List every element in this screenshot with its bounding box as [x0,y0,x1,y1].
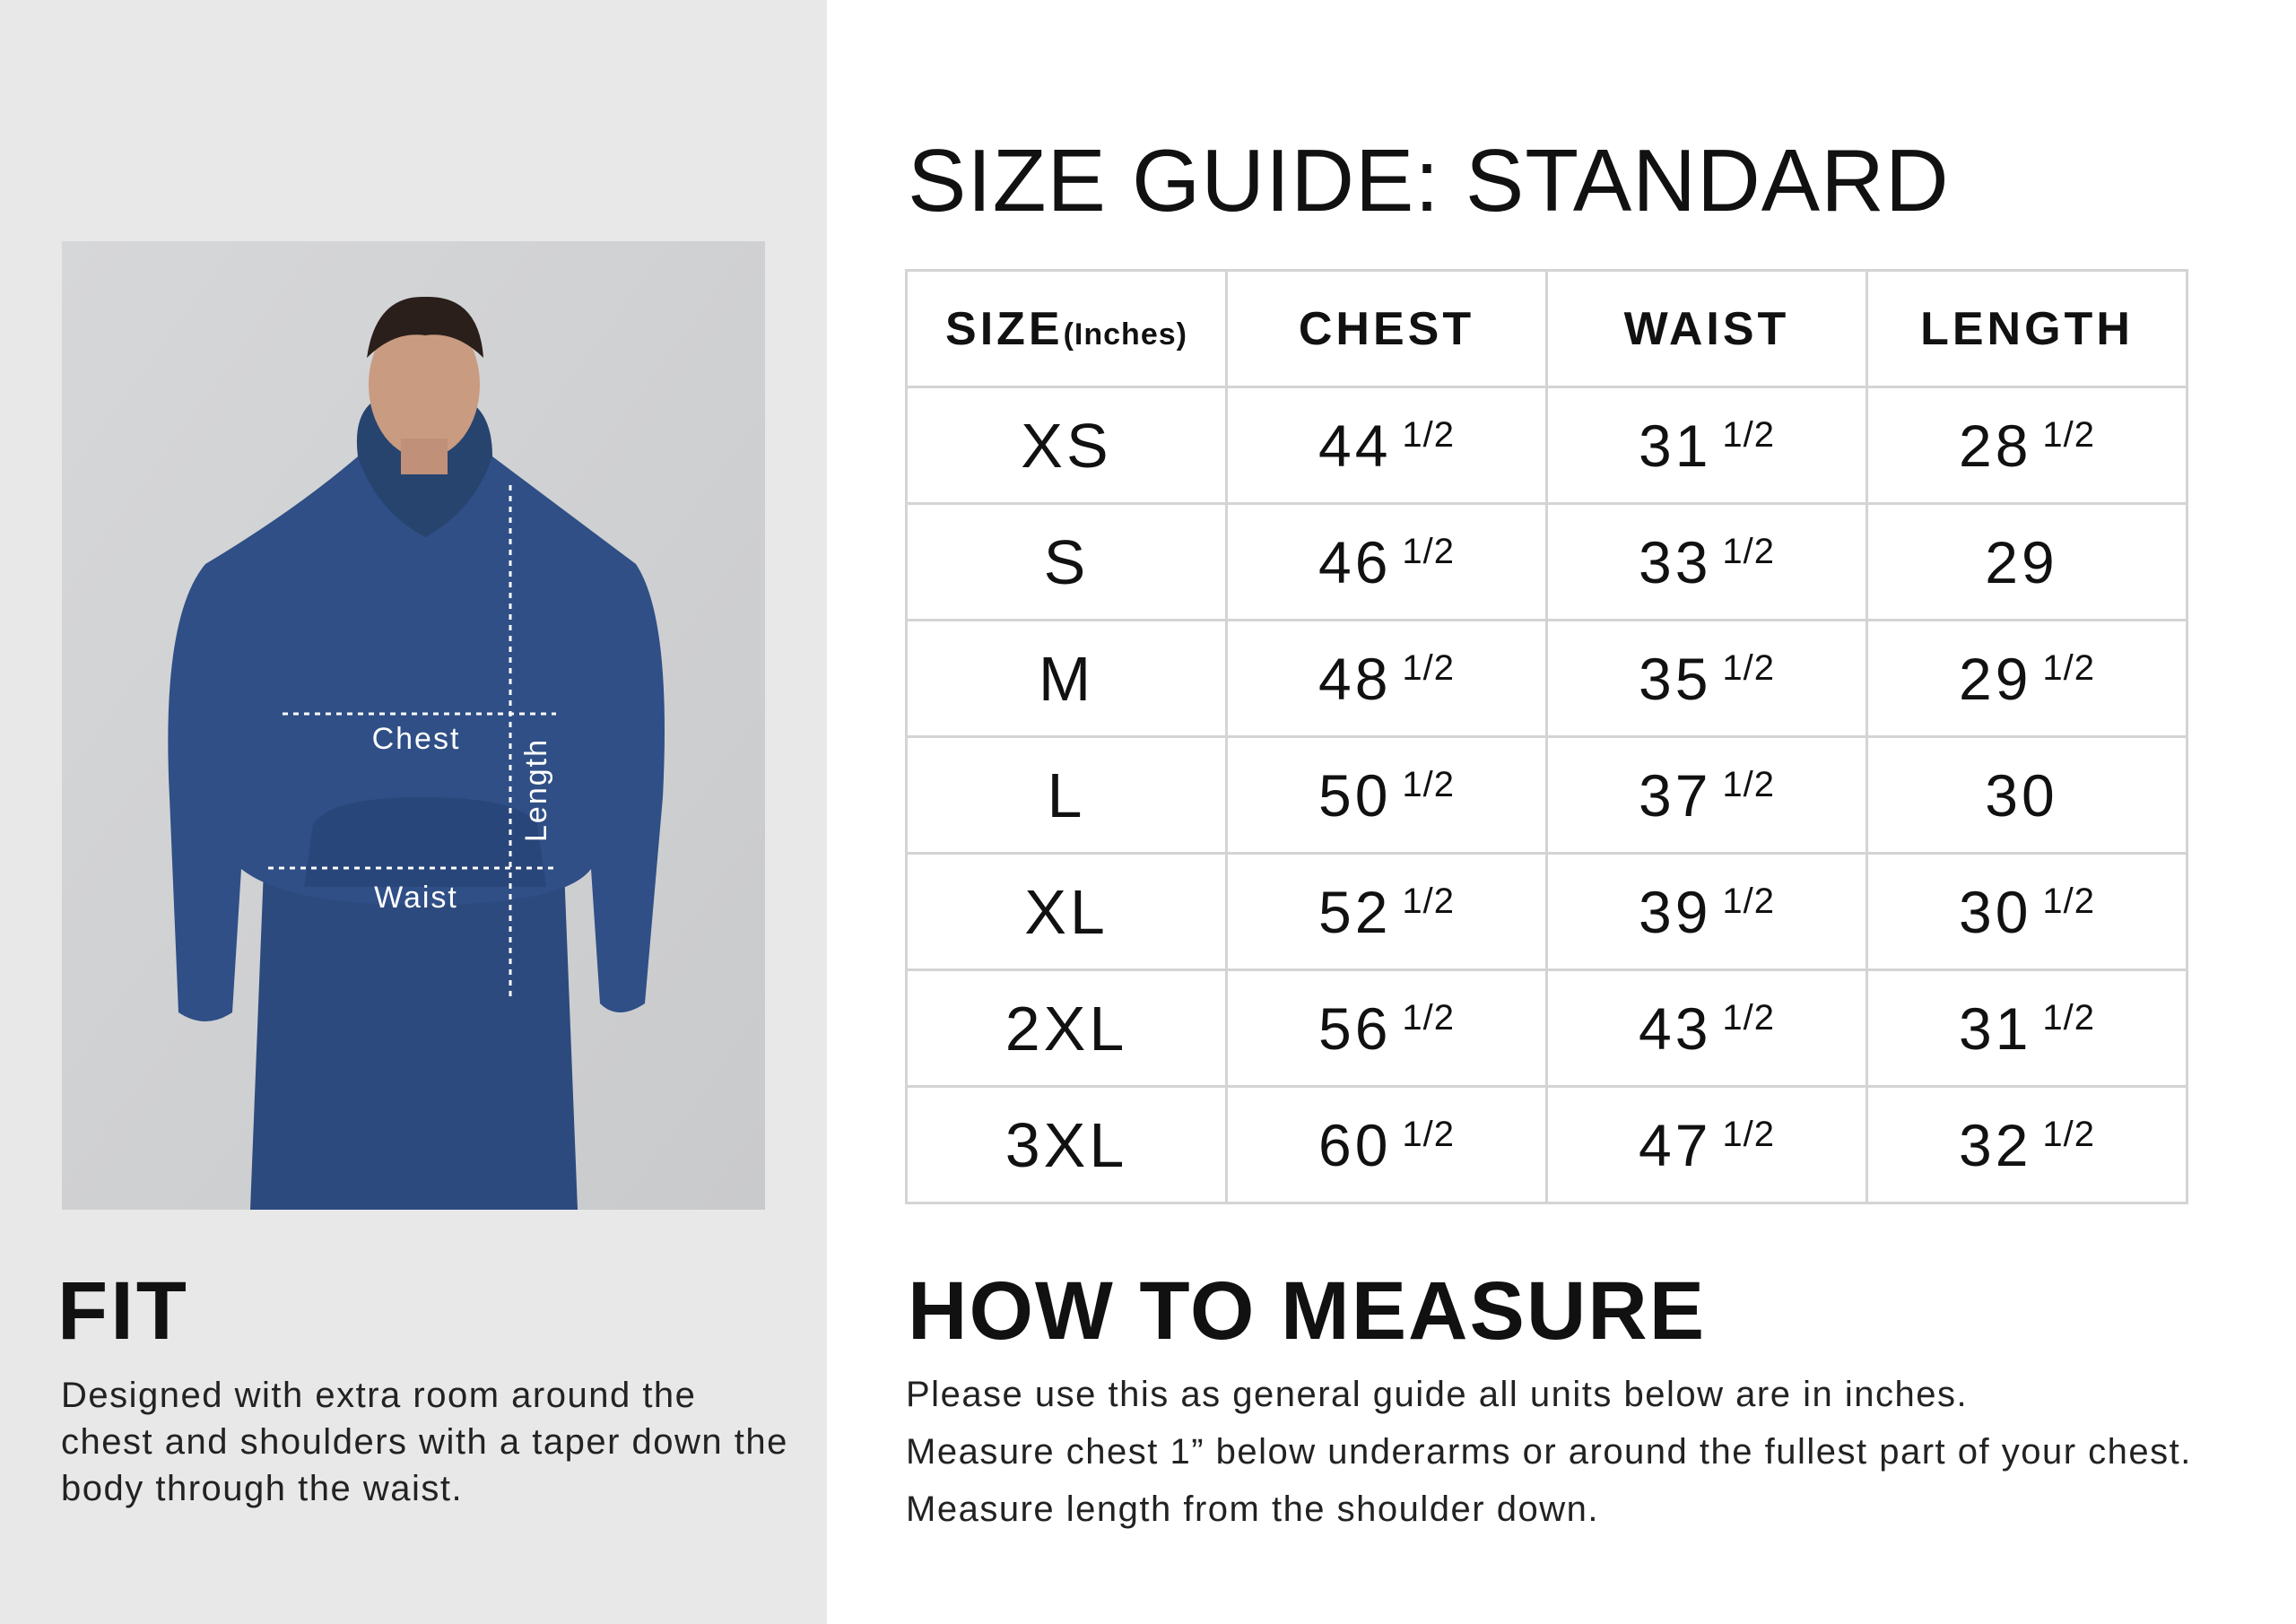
cell-size: 3XL [905,1085,1228,1204]
waist-value: 37 1/2 [1638,761,1776,829]
length-value: 29 1/2 [1958,645,2096,712]
header-size: SIZE(Inches) [905,269,1228,388]
header-size-unit: (Inches) [1063,317,1187,352]
fit-heading: FIT [57,1265,189,1357]
length-value: 30 [1985,761,2058,829]
length-value: 31 1/2 [1958,994,2096,1062]
waist-value: 33 1/2 [1638,528,1776,595]
table-header-row: SIZE(Inches) CHEST WAIST LENGTH [905,269,2188,388]
cell-waist: 37 1/2 [1545,735,1868,855]
model-photo: Chest Waist Length [62,241,765,1210]
cell-size: XS [905,386,1228,505]
measure-line: Please use this as general guide all uni… [906,1375,1969,1414]
cell-size: XL [905,852,1228,971]
length-value: 30 1/2 [1958,878,2096,945]
chest-value: 44 1/2 [1318,412,1456,479]
measure-line: Measure chest 1” below underarms or arou… [906,1432,2192,1472]
cell-waist: 35 1/2 [1545,619,1868,738]
cell-chest: 44 1/2 [1225,386,1548,505]
length-value: 29 [1985,528,2058,595]
waist-value: 39 1/2 [1638,878,1776,945]
header-length: LENGTH [1866,269,2188,388]
cell-length: 28 1/2 [1866,386,2188,505]
table-row: 2XL 56 1/2 43 1/2 31 1/2 [905,968,2188,1088]
cell-chest: 56 1/2 [1225,968,1548,1088]
cell-waist: 47 1/2 [1545,1085,1868,1204]
cell-length: 31 1/2 [1866,968,2188,1088]
header-chest: CHEST [1225,269,1548,388]
cell-size: 2XL [905,968,1228,1088]
cell-size: S [905,502,1228,621]
header-size-label: SIZE [945,302,1064,355]
cell-chest: 46 1/2 [1225,502,1548,621]
cell-length: 29 1/2 [1866,619,2188,738]
cell-length: 30 [1866,735,2188,855]
table-row: S 46 1/2 33 1/2 29 [905,502,2188,621]
how-to-measure-heading: HOW TO MEASURE [908,1265,1707,1357]
waist-value: 31 1/2 [1638,412,1776,479]
table-row: L 50 1/2 37 1/2 30 [905,735,2188,855]
fit-description: Designed with extra room around the ches… [61,1376,788,1508]
table-row: 3XL 60 1/2 47 1/2 32 1/2 [905,1085,2188,1204]
waist-value: 43 1/2 [1638,994,1776,1062]
table-row: XL 52 1/2 39 1/2 30 1/2 [905,852,2188,971]
length-label: Length [519,738,553,842]
table-row: XS 44 1/2 31 1/2 28 1/2 [905,386,2188,505]
chest-value: 46 1/2 [1318,528,1456,595]
cell-chest: 50 1/2 [1225,735,1548,855]
chest-value: 56 1/2 [1318,994,1456,1062]
length-value: 32 1/2 [1958,1111,2096,1178]
cell-waist: 31 1/2 [1545,386,1868,505]
how-to-measure-text: Please use this as general guide all uni… [906,1372,2197,1544]
chest-value: 60 1/2 [1318,1111,1456,1178]
measure-line: Measure length from the shoulder down. [906,1489,1599,1529]
cell-length: 30 1/2 [1866,852,2188,971]
cell-chest: 48 1/2 [1225,619,1548,738]
cell-length: 32 1/2 [1866,1085,2188,1204]
cell-size: M [905,619,1228,738]
waist-label: Waist [374,881,458,915]
header-waist: WAIST [1545,269,1868,388]
cell-length: 29 [1866,502,2188,621]
table-row: M 48 1/2 35 1/2 29 1/2 [905,619,2188,738]
chest-value: 50 1/2 [1318,761,1456,829]
cell-waist: 33 1/2 [1545,502,1868,621]
cell-chest: 60 1/2 [1225,1085,1548,1204]
cell-size: L [905,735,1228,855]
size-table: SIZE(Inches) CHEST WAIST LENGTH XS 44 1/2 3… [905,269,2188,1204]
chest-label: Chest [372,722,461,756]
chest-value: 48 1/2 [1318,645,1456,712]
cell-waist: 39 1/2 [1545,852,1868,971]
fit-panel: Chest Waist Length FIT Designed with ext… [0,0,827,1624]
waist-value: 47 1/2 [1638,1111,1776,1178]
cell-chest: 52 1/2 [1225,852,1548,971]
length-value: 28 1/2 [1958,412,2096,479]
waist-value: 35 1/2 [1638,645,1776,712]
page-title: SIZE GUIDE: STANDARD [908,131,1950,230]
cell-waist: 43 1/2 [1545,968,1868,1088]
chest-value: 52 1/2 [1318,878,1456,945]
